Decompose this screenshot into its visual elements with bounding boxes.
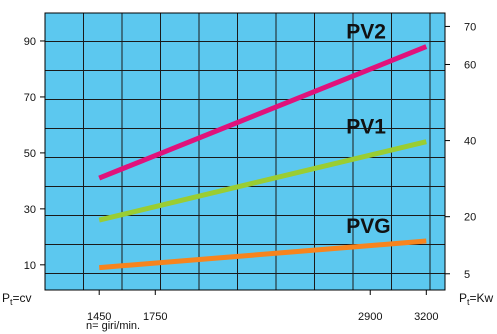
left-tick-label: 90	[24, 36, 36, 48]
series-line-pv1	[98, 139, 427, 223]
left-tick-label: 50	[24, 148, 36, 160]
left-axis: 10 30 50 70 90	[24, 36, 45, 272]
series-line-pvg	[99, 238, 427, 271]
right-tick-label: 60	[464, 59, 476, 71]
series-label-pvg: PVG	[346, 215, 390, 238]
series-labels: PV2 PV1 PVG	[346, 21, 390, 238]
x-tick-label: 3200	[414, 311, 438, 323]
x-axis-label: n= giri/min.	[86, 320, 140, 332]
left-tick-label: 10	[24, 260, 36, 272]
series-label-pv1: PV1	[346, 116, 386, 139]
x-tick-label: 1450	[87, 311, 111, 323]
right-tick-label: 20	[464, 212, 476, 224]
left-tick-label: 70	[24, 92, 36, 104]
plot-border	[44, 12, 446, 291]
series-line-pv2	[98, 44, 428, 181]
right-axis: 5 20 40 60 70	[445, 21, 476, 281]
left-axis-unit: Pt=cv	[2, 291, 32, 307]
right-tick-label: 70	[464, 21, 476, 33]
series-label-pv2: PV2	[346, 21, 386, 44]
right-tick-label: 40	[464, 136, 476, 148]
series-lines	[98, 44, 428, 271]
x-axis: 1450 1750 2900 3200	[87, 290, 439, 323]
right-axis-unit: Pt=Kw	[459, 291, 494, 307]
right-tick-label: 5	[464, 269, 470, 281]
x-tick-label: 1750	[143, 311, 167, 323]
left-tick-label: 30	[24, 204, 36, 216]
x-tick-label: 2900	[358, 311, 382, 323]
